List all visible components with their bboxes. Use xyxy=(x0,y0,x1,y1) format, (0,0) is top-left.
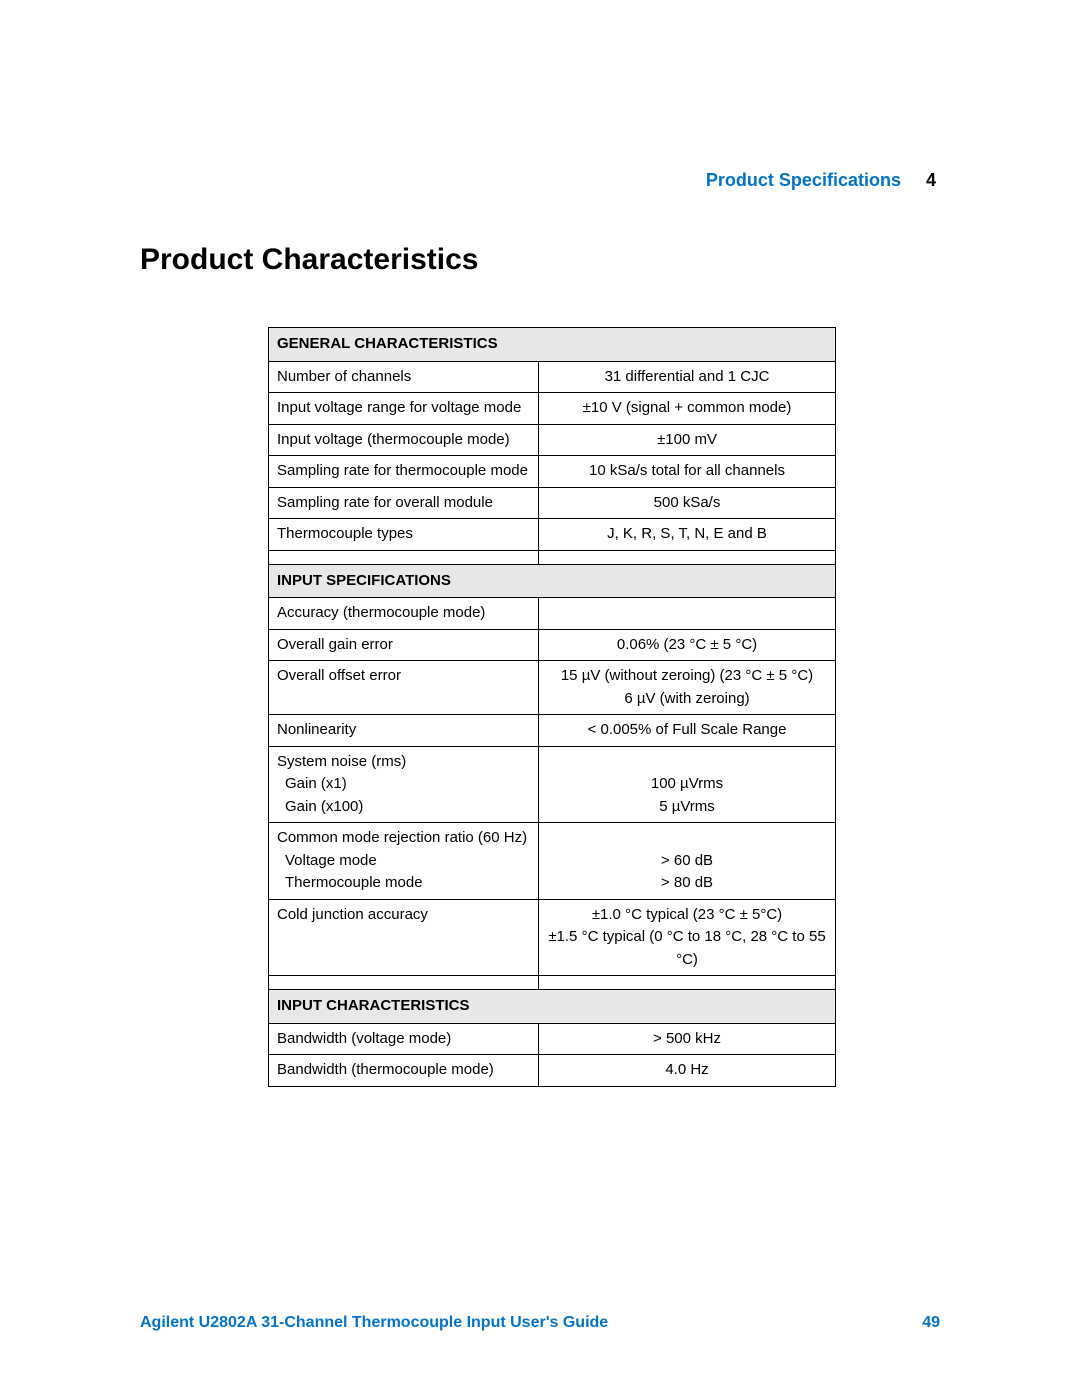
table-row: Cold junction accuracy±1.0 °C typical (2… xyxy=(269,899,836,976)
value-cell: > 500 kHz xyxy=(539,1023,836,1055)
table-row: Nonlinearity< 0.005% of Full Scale Range xyxy=(269,715,836,747)
table-row: Accuracy (thermocouple mode) xyxy=(269,598,836,630)
table-row: Input voltage (thermocouple mode)±100 mV xyxy=(269,424,836,456)
spacer-row xyxy=(269,976,836,990)
param-cell: Input voltage range for voltage mode xyxy=(269,393,539,425)
table-row: Sampling rate for thermocouple mode10 kS… xyxy=(269,456,836,488)
param-cell: Sampling rate for overall module xyxy=(269,487,539,519)
value-cell: > 60 dB> 80 dB xyxy=(539,823,836,900)
table-row: Bandwidth (voltage mode)> 500 kHz xyxy=(269,1023,836,1055)
footer-guide-title: Agilent U2802A 31-Channel Thermocouple I… xyxy=(140,1314,608,1332)
spacer-row xyxy=(269,550,836,564)
value-cell: 31 differential and 1 CJC xyxy=(539,361,836,393)
chapter-number: 4 xyxy=(926,170,936,190)
param-cell: Bandwidth (thermocouple mode) xyxy=(269,1055,539,1087)
table-row: Sampling rate for overall module500 kSa/… xyxy=(269,487,836,519)
param-cell: Common mode rejection ratio (60 Hz)Volta… xyxy=(269,823,539,900)
value-cell: ±1.0 °C typical (23 °C ± 5°C)±1.5 °C typ… xyxy=(539,899,836,976)
param-cell: Input voltage (thermocouple mode) xyxy=(269,424,539,456)
param-cell: Bandwidth (voltage mode) xyxy=(269,1023,539,1055)
page-footer: Agilent U2802A 31-Channel Thermocouple I… xyxy=(140,1314,940,1332)
table-row: Bandwidth (thermocouple mode)4.0 Hz xyxy=(269,1055,836,1087)
param-cell: Nonlinearity xyxy=(269,715,539,747)
table-row: Thermocouple typesJ, K, R, S, T, N, E an… xyxy=(269,519,836,551)
value-cell: < 0.005% of Full Scale Range xyxy=(539,715,836,747)
param-cell: Overall offset error xyxy=(269,661,539,715)
table-row: System noise (rms)Gain (x1)Gain (x100)10… xyxy=(269,746,836,823)
param-cell: Accuracy (thermocouple mode) xyxy=(269,598,539,630)
param-cell: Cold junction accuracy xyxy=(269,899,539,976)
param-cell: Thermocouple types xyxy=(269,519,539,551)
param-cell: Number of channels xyxy=(269,361,539,393)
chapter-header: Product Specifications 4 xyxy=(140,170,940,191)
param-cell: System noise (rms)Gain (x1)Gain (x100) xyxy=(269,746,539,823)
section-title: Product Characteristics xyxy=(140,243,940,277)
value-cell: ±10 V (signal + common mode) xyxy=(539,393,836,425)
value-cell: 4.0 Hz xyxy=(539,1055,836,1087)
spec-table: GENERAL CHARACTERISTICSNumber of channel… xyxy=(268,327,836,1087)
value-cell xyxy=(539,598,836,630)
table-section-header: GENERAL CHARACTERISTICS xyxy=(269,328,836,362)
value-cell: ±100 mV xyxy=(539,424,836,456)
value-cell: 500 kSa/s xyxy=(539,487,836,519)
chapter-title: Product Specifications xyxy=(706,170,901,190)
value-cell: 0.06% (23 °C ± 5 °C) xyxy=(539,629,836,661)
value-cell: 10 kSa/s total for all channels xyxy=(539,456,836,488)
table-row: Number of channels31 differential and 1 … xyxy=(269,361,836,393)
table-section-header: INPUT CHARACTERISTICS xyxy=(269,990,836,1024)
value-cell: J, K, R, S, T, N, E and B xyxy=(539,519,836,551)
value-cell: 15 µV (without zeroing) (23 °C ± 5 °C)6 … xyxy=(539,661,836,715)
param-cell: Sampling rate for thermocouple mode xyxy=(269,456,539,488)
table-row: Overall offset error15 µV (without zeroi… xyxy=(269,661,836,715)
table-row: Input voltage range for voltage mode±10 … xyxy=(269,393,836,425)
param-cell: Overall gain error xyxy=(269,629,539,661)
table-section-header: INPUT SPECIFICATIONS xyxy=(269,564,836,598)
table-row: Overall gain error0.06% (23 °C ± 5 °C) xyxy=(269,629,836,661)
value-cell: 100 µVrms5 µVrms xyxy=(539,746,836,823)
table-row: Common mode rejection ratio (60 Hz)Volta… xyxy=(269,823,836,900)
footer-page-number: 49 xyxy=(922,1314,940,1332)
